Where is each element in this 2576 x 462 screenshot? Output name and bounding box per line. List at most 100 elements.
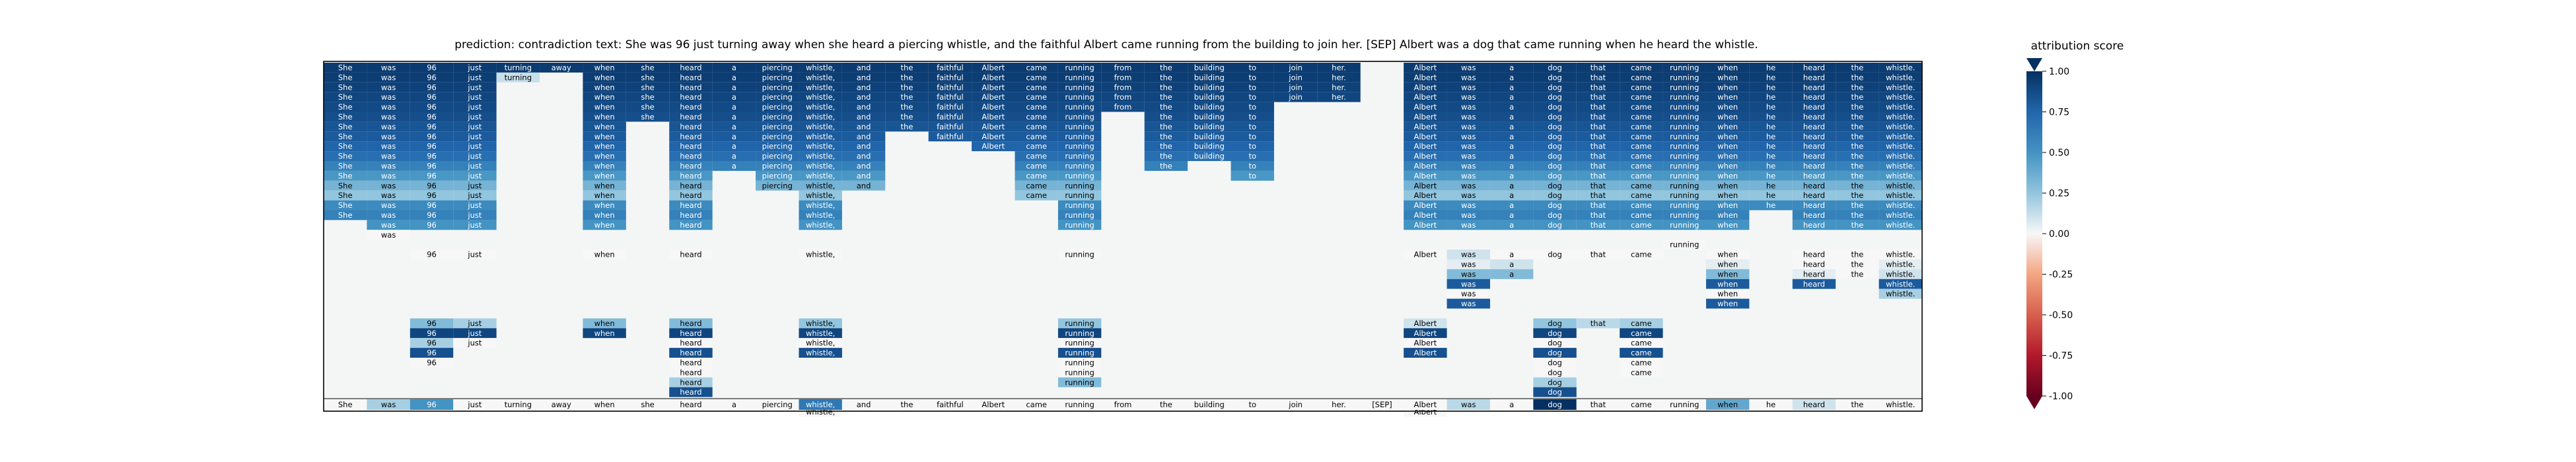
heatmap-cell-label: that [1591,181,1606,190]
heatmap-cell [1057,180,1102,191]
heatmap-cell-label: she [641,63,654,72]
heatmap-cell-label: that [1591,220,1606,230]
heatmap-cell [1620,348,1663,358]
heatmap-cell-label: when [1717,112,1738,121]
heatmap-cell [1792,259,1836,269]
heatmap-cell [583,200,626,211]
heatmap-cell-label: 96 [427,132,437,141]
heatmap-cell [367,210,410,220]
heatmap-cell [1576,141,1620,152]
heatmap-cell [669,170,713,181]
heatmap-cell [1533,358,1577,368]
heatmap-cell [1231,131,1274,142]
heatmap-cell [1533,387,1577,397]
heatmap-cell [972,72,1015,82]
heatmap-cell [410,328,454,339]
heatmap-cell [1057,141,1102,152]
heatmap-cell-label: She [338,82,353,92]
heatmap-cell-label: running [1670,181,1699,190]
heatmap-cell-label: was [381,63,396,72]
heatmap-cell-label: came [1026,142,1047,151]
bottom-row-cell [496,399,540,410]
heatmap-cell [1749,102,1793,112]
heatmap-cell [885,121,929,132]
heatmap-cell [1878,288,1922,299]
heatmap-cell [324,210,367,220]
bottom-row-token: faithful [937,400,964,409]
heatmap-cell-label: the [1160,132,1172,141]
heatmap-cell-label: came [1631,92,1652,102]
heatmap-cell-label: he [1766,191,1775,200]
heatmap-cell [1792,249,1836,259]
heatmap-cell [841,131,886,142]
heatmap-cell [1878,72,1922,82]
heatmap-cell [1144,131,1188,142]
heatmap-cell-label: and [857,142,871,151]
bottom-row-cell [1360,399,1404,410]
heatmap-cell [1792,269,1836,279]
heatmap-cell [583,112,626,122]
heatmap-cell [799,348,842,358]
heatmap-cell [1705,200,1750,211]
heatmap-cell [1576,180,1620,191]
heatmap-cell-label: whistle. [1886,289,1915,298]
heatmap-cell-label: running [1065,358,1094,367]
heatmap-cell-label: she [641,82,654,92]
heatmap-cell-label: whistle, [806,181,835,190]
heatmap-cell-label: a [732,102,736,112]
heatmap-cell-label: 96 [427,171,437,180]
heatmap-cell-label: came [1631,358,1652,367]
heatmap-cell-label: building [1194,152,1225,161]
heatmap-cell [799,92,842,102]
heatmap-cell [583,102,626,112]
bottom-row-token: when [1717,400,1738,409]
heatmap-cell-label: running [1670,122,1699,131]
heatmap-cell [1057,367,1102,378]
heatmap-cell [453,82,497,92]
heatmap-cell [1705,220,1750,230]
heatmap-cell-label: Albert [982,112,1005,121]
heatmap-cell-label: a [1509,82,1514,92]
heatmap-cell-label: whistle, [806,211,835,220]
heatmap-cell-label: a [1509,181,1514,190]
heatmap-cell-label: Albert [1413,161,1437,170]
heatmap-cell [1663,112,1706,122]
heatmap-cell [410,210,454,220]
heatmap-cell-label: heard [680,112,701,121]
heatmap-cell [1231,92,1274,102]
heatmap-cell [669,141,713,152]
heatmap-cell [1705,151,1750,161]
heatmap-cell [1576,112,1620,122]
heatmap-cell [1533,377,1577,387]
heatmap-cell [1792,121,1836,132]
heatmap-cell-label: dog [1548,73,1562,82]
heatmap-cell [1447,180,1490,191]
heatmap-cell [410,161,454,171]
heatmap-cell [410,151,454,161]
heatmap-cell-label: came [1026,63,1047,72]
bottom-row-cell [540,399,583,410]
heatmap-cell [1663,82,1706,92]
heatmap-cell-label: a [732,142,736,151]
heatmap-cell [367,220,410,230]
heatmap-cell [1878,200,1922,211]
bottom-row-cell [1015,399,1058,410]
heatmap-cell [1057,249,1102,259]
heatmap-cell-label: the [1851,161,1863,170]
heatmap-cell [1576,92,1620,102]
heatmap-cell [583,82,626,92]
heatmap-cell [1057,72,1102,82]
bottom-row-cell [885,399,929,410]
heatmap-cell [1663,151,1706,161]
heatmap-cell [1015,151,1058,161]
heatmap-cell [324,151,367,161]
heatmap-cell-label: whistle, [806,132,835,141]
bottom-row-cell [928,399,972,410]
heatmap-cell-label: came [1631,142,1652,151]
heatmap-cell-label: when [1717,250,1738,259]
heatmap-cell-label: when [594,171,615,180]
heatmap-cell [1836,259,1879,269]
heatmap-cell [1015,141,1058,152]
bottom-row-token: Albert [1413,400,1437,409]
heatmap-cell [583,328,626,339]
